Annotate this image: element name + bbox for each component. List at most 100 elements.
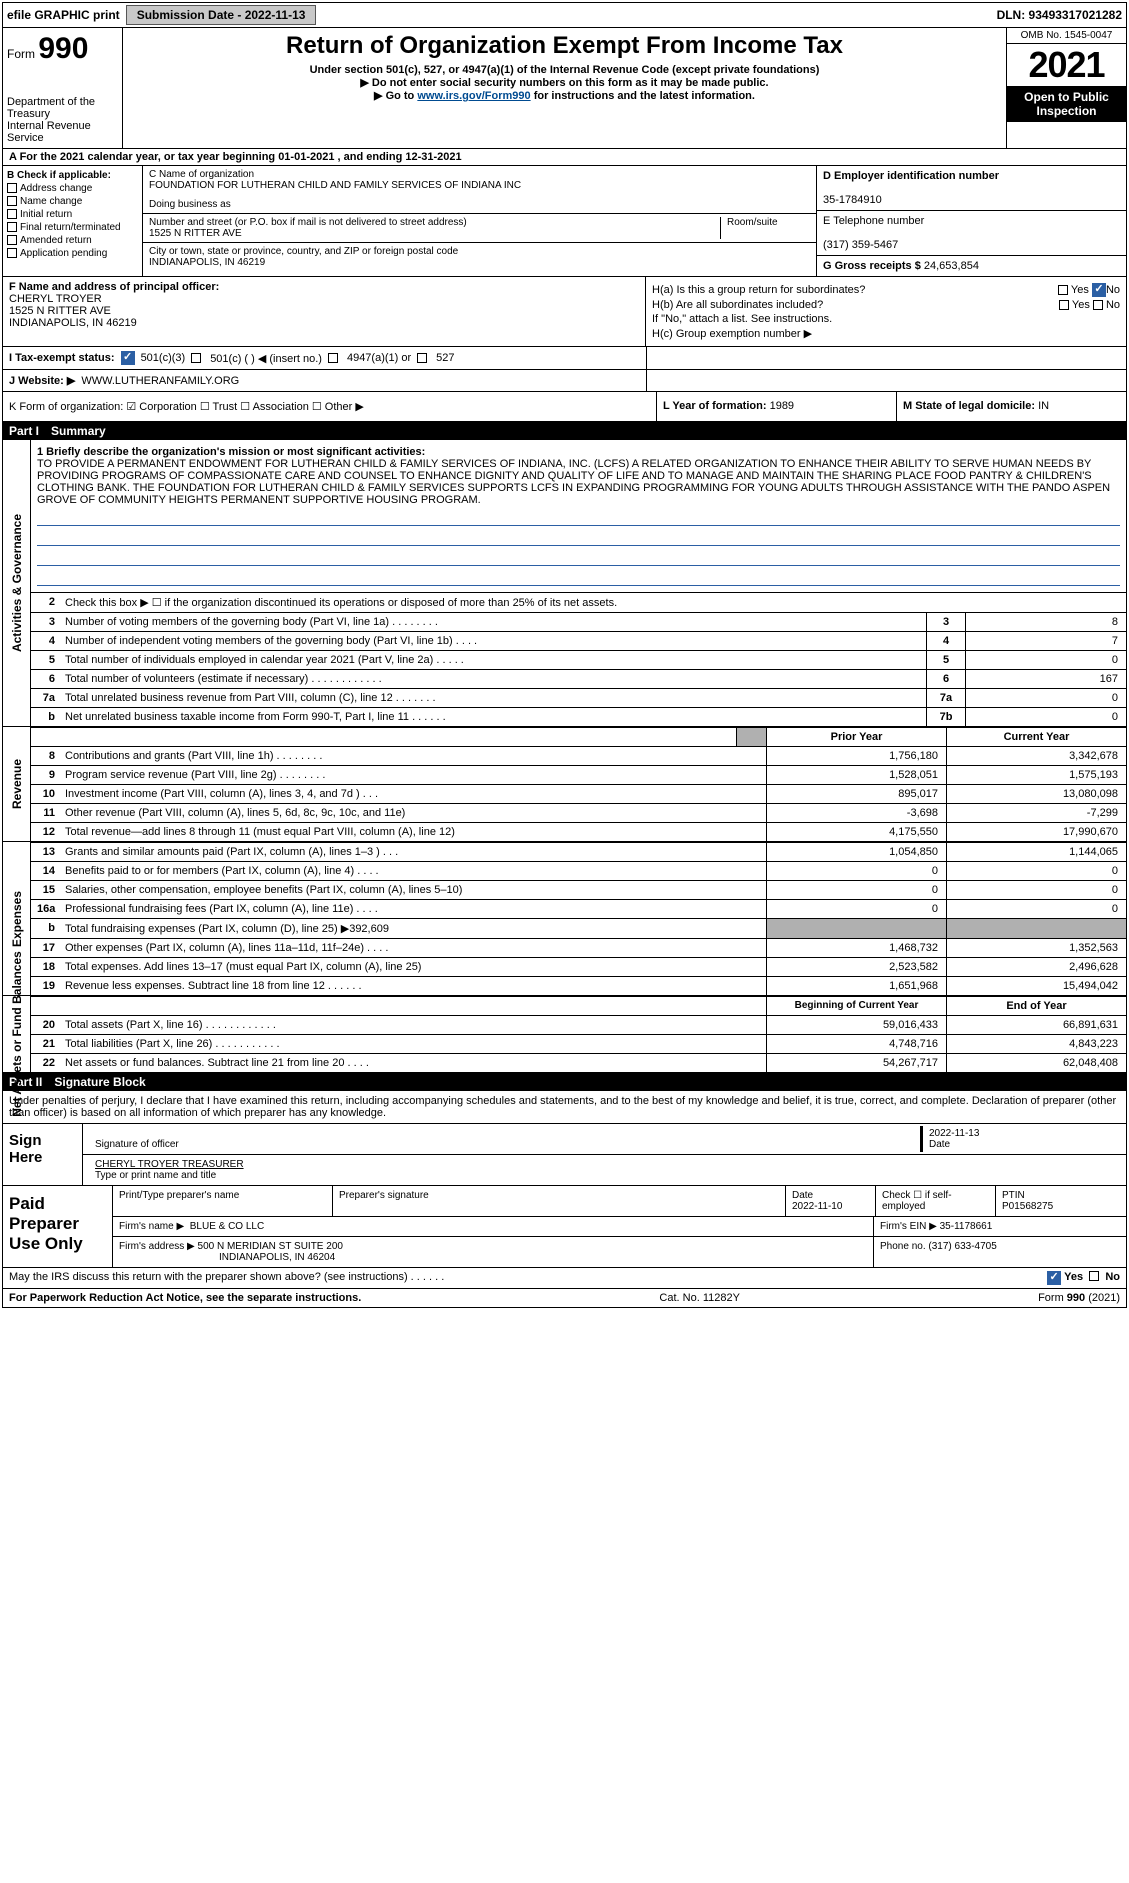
subtitle-2: ▶ Do not enter social security numbers o… (127, 76, 1002, 89)
firm-ein: 35-1178661 (940, 1221, 993, 1232)
prep-name-label: Print/Type preparer's name (113, 1186, 333, 1216)
column-b: B Check if applicable: Address change Na… (3, 166, 143, 276)
checkbox-initial-return[interactable] (7, 209, 17, 219)
firm-addr1: 500 N MERIDIAN ST SUITE 200 (198, 1241, 343, 1252)
preparer-block: Paid Preparer Use Only Print/Type prepar… (3, 1186, 1126, 1268)
fin-line: 19Revenue less expenses. Subtract line 1… (31, 976, 1126, 995)
fin-line: 17Other expenses (Part IX, column (A), l… (31, 938, 1126, 957)
fin-line: 12Total revenue—add lines 8 through 11 (… (31, 822, 1126, 841)
mission-label: 1 Briefly describe the organization's mi… (37, 446, 425, 458)
officer-label: F Name and address of principal officer: (9, 281, 219, 293)
prep-date-label: Date (792, 1190, 813, 1201)
header-right: OMB No. 1545-0047 2021 Open to Public In… (1006, 28, 1126, 148)
dln-label: DLN: 93493317021282 (997, 8, 1122, 22)
efile-label: efile GRAPHIC print (7, 8, 120, 22)
pra-notice: For Paperwork Reduction Act Notice, see … (9, 1292, 361, 1304)
checkbox-application-pending[interactable] (7, 248, 17, 258)
irs-link[interactable]: www.irs.gov/Form990 (417, 90, 530, 102)
column-h: H(a) Is this a group return for subordin… (646, 277, 1126, 346)
discuss-yes-checkbox[interactable]: ✓ (1047, 1271, 1061, 1285)
officer-addr1: 1525 N RITTER AVE (9, 305, 111, 317)
hc-label: H(c) Group exemption number ▶ (652, 327, 1120, 340)
omb-number: OMB No. 1545-0047 (1007, 28, 1126, 44)
mission-text: TO PROVIDE A PERMANENT ENDOWMENT FOR LUT… (37, 458, 1110, 506)
prior-year-header: Prior Year (766, 728, 946, 746)
ein-value: 35-1784910 (823, 194, 882, 206)
domicile-value: IN (1038, 400, 1049, 412)
top-bar: efile GRAPHIC print Submission Date - 20… (3, 3, 1126, 28)
501c-checkbox[interactable] (191, 353, 201, 363)
submission-date-button[interactable]: Submission Date - 2022-11-13 (126, 5, 317, 25)
checkbox-name-change[interactable] (7, 196, 17, 206)
fin-line: 10Investment income (Part VIII, column (… (31, 784, 1126, 803)
current-year-header: Current Year (946, 728, 1126, 746)
ptin-label: PTIN (1002, 1190, 1025, 1201)
gov-line: 6Total number of volunteers (estimate if… (31, 669, 1126, 688)
hb-yes-checkbox[interactable] (1059, 300, 1069, 310)
gov-line: 4Number of independent voting members of… (31, 631, 1126, 650)
room-suite-label: Room/suite (720, 217, 810, 239)
perjury-declaration: Under penalties of perjury, I declare th… (3, 1091, 1126, 1124)
ha-no-checkbox[interactable]: ✓ (1092, 283, 1106, 297)
officer-printed-name: CHERYL TROYER TREASURER (95, 1159, 244, 1170)
irs-label: Internal Revenue Service (7, 120, 118, 144)
firm-addr-label: Firm's address ▶ (119, 1241, 195, 1252)
column-c: C Name of organization FOUNDATION FOR LU… (143, 166, 816, 276)
city-label: City or town, state or province, country… (149, 246, 810, 257)
discuss-no-checkbox[interactable] (1089, 1271, 1099, 1281)
checkbox-address-change[interactable] (7, 183, 17, 193)
org-name: FOUNDATION FOR LUTHERAN CHILD AND FAMILY… (149, 180, 810, 191)
firm-ein-label: Firm's EIN ▶ (880, 1221, 937, 1232)
501c3-checkbox[interactable]: ✓ (121, 351, 135, 365)
website-value: WWW.LUTHERANFAMILY.ORG (81, 375, 239, 387)
sig-officer-label: Signature of officer (95, 1139, 179, 1150)
form-title: Return of Organization Exempt From Incom… (127, 32, 1002, 60)
netassets-section: Net Assets or Fund Balances Beginning of… (3, 996, 1126, 1073)
subtitle-3: ▶ Go to www.irs.gov/Form990 for instruct… (127, 89, 1002, 102)
checkbox-final-return[interactable] (7, 222, 17, 232)
sig-date: 2022-11-13 (929, 1128, 979, 1139)
dba-label: Doing business as (149, 199, 810, 210)
revenue-vlabel: Revenue (10, 759, 24, 809)
fin-line: 16aProfessional fundraising fees (Part I… (31, 899, 1126, 918)
form-number: 990 (38, 32, 88, 65)
fin-line: 21Total liabilities (Part X, line 26) . … (31, 1034, 1126, 1053)
fin-line: 14Benefits paid to or for members (Part … (31, 861, 1126, 880)
fin-line: bTotal fundraising expenses (Part IX, co… (31, 918, 1126, 938)
ptin-value: P01568275 (1002, 1201, 1053, 1212)
row-j: J Website: ▶ WWW.LUTHERANFAMILY.ORG (3, 370, 1126, 392)
entity-block: B Check if applicable: Address change Na… (3, 166, 1126, 277)
tax-year: 2021 (1007, 44, 1126, 86)
ha-yes-checkbox[interactable] (1058, 285, 1068, 295)
fin-line: 9Program service revenue (Part VIII, lin… (31, 765, 1126, 784)
col-b-header: B Check if applicable: (7, 170, 111, 181)
fin-line: 20Total assets (Part X, line 16) . . . .… (31, 1015, 1126, 1034)
tax-exempt-label: I Tax-exempt status: (9, 352, 115, 364)
part-2-header: Part II Signature Block (3, 1073, 1126, 1091)
4947-checkbox[interactable] (328, 353, 338, 363)
527-checkbox[interactable] (417, 353, 427, 363)
hb-no-checkbox[interactable] (1093, 300, 1103, 310)
prep-date: 2022-11-10 (792, 1201, 842, 1212)
ein-label: D Employer identification number (823, 170, 999, 182)
form-of-org: K Form of organization: ☑ Corporation ☐ … (3, 392, 656, 421)
firm-phone-label: Phone no. (880, 1241, 926, 1252)
prep-sig-label: Preparer's signature (333, 1186, 786, 1216)
header-title-block: Return of Organization Exempt From Incom… (123, 28, 1006, 148)
mission-block: 1 Briefly describe the organization's mi… (31, 440, 1126, 592)
firm-name: BLUE & CO LLC (190, 1221, 264, 1232)
gov-line: 2Check this box ▶ ☐ if the organization … (31, 592, 1126, 612)
open-inspection: Open to Public Inspection (1007, 86, 1126, 122)
discuss-row: May the IRS discuss this return with the… (3, 1268, 1126, 1289)
column-defg: D Employer identification number 35-1784… (816, 166, 1126, 276)
eoy-header: End of Year (946, 997, 1126, 1015)
signature-block: Under penalties of perjury, I declare th… (3, 1091, 1126, 1307)
form-990-page: efile GRAPHIC print Submission Date - 20… (2, 2, 1127, 1308)
addr-value: 1525 N RITTER AVE (149, 228, 720, 239)
governance-vlabel: Activities & Governance (10, 514, 24, 652)
fin-line: 18Total expenses. Add lines 13–17 (must … (31, 957, 1126, 976)
firm-addr2: INDIANAPOLIS, IN 46204 (219, 1252, 335, 1263)
print-name-label: Type or print name and title (95, 1170, 216, 1181)
checkbox-amended-return[interactable] (7, 235, 17, 245)
cat-no: Cat. No. 11282Y (659, 1292, 740, 1304)
